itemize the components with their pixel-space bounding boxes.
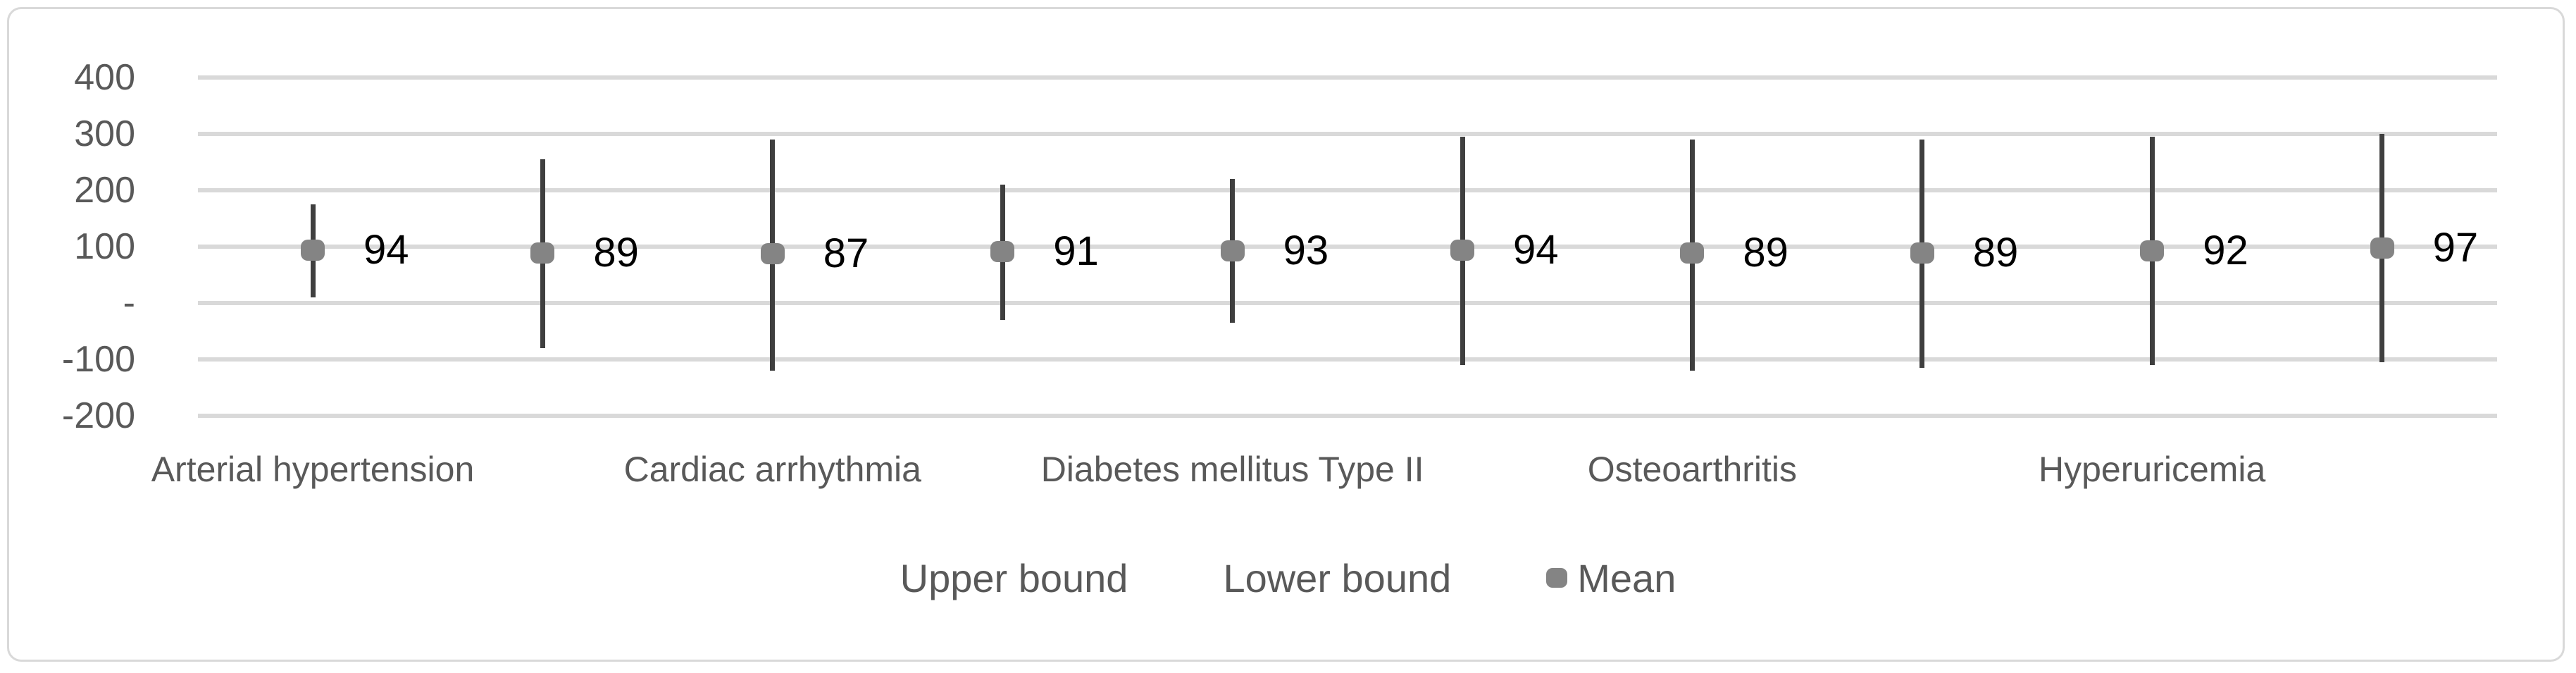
legend-item-lower-bound: Lower bound <box>1223 554 1451 602</box>
legend-item-upper-bound: Upper bound <box>900 554 1128 602</box>
chart-frame[interactable] <box>7 7 2565 662</box>
legend-label-mean: Mean <box>1577 555 1676 600</box>
legend: Upper bound Lower bound Mean <box>0 554 2576 602</box>
legend-label-lower-bound: Lower bound <box>1223 555 1452 600</box>
mean-marker-icon <box>1546 568 1568 588</box>
legend-label-upper-bound: Upper bound <box>900 555 1128 600</box>
legend-item-mean: Mean <box>1546 554 1676 602</box>
